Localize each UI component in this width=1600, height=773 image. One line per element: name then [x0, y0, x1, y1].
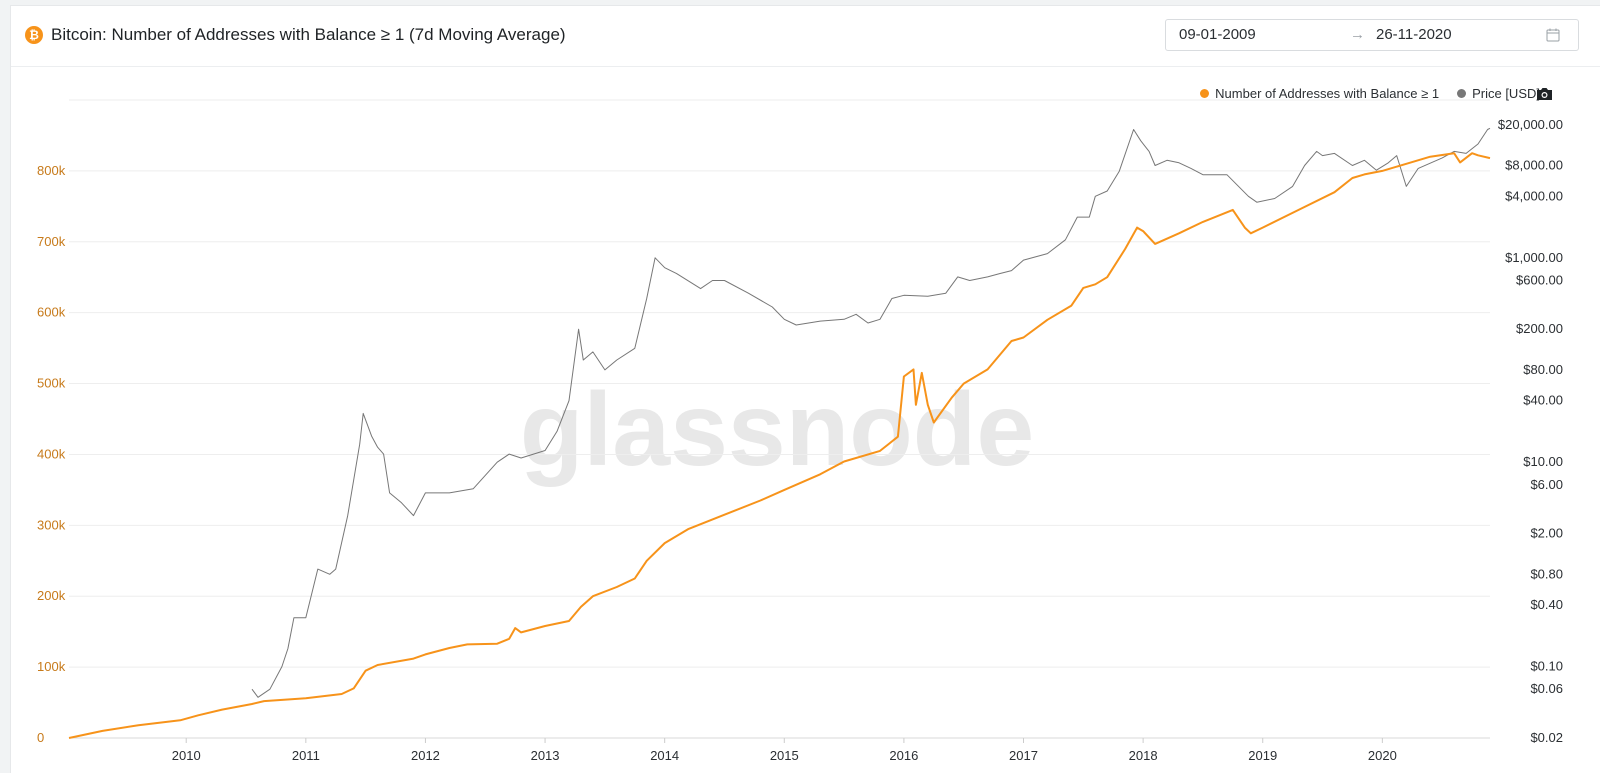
x-tick-label: 2014 [650, 748, 679, 763]
y-left-tick-label: 100k [37, 659, 66, 674]
x-tick-label: 2017 [1009, 748, 1038, 763]
y-axis-right: $0.02 $0.06 $0.10 $0.40 $0.80 $2.00 $6.00 $10.0… [1498, 117, 1563, 745]
x-tick-label: 2018 [1129, 748, 1158, 763]
x-tick-label: 2015 [770, 748, 799, 763]
legend-label-price: Price [USD] [1472, 86, 1540, 101]
x-tick-label: 2020 [1368, 748, 1397, 763]
camera-icon[interactable] [1536, 87, 1553, 101]
chart-title: Bitcoin: Number of Addresses with Balanc… [51, 25, 566, 44]
y-right-tick-label: $40.00 [1523, 393, 1563, 408]
y-right-tick-label: $0.10 [1530, 659, 1563, 674]
y-right-tick-label: $600.00 [1516, 272, 1563, 287]
bitcoin-icon: ₿ [25, 26, 43, 44]
legend-dot-price [1457, 89, 1467, 98]
x-tick-label: 2012 [411, 748, 440, 763]
y-left-tick-label: 200k [37, 588, 66, 603]
calendar-icon[interactable] [1546, 28, 1560, 42]
y-left-tick-label: 800k [37, 163, 66, 178]
x-tick-label: 2010 [172, 748, 201, 763]
y-right-tick-label: $1,000.00 [1505, 250, 1563, 265]
y-right-tick-label: $2.00 [1530, 526, 1563, 541]
y-left-tick-label: 500k [37, 376, 66, 391]
y-right-tick-label: $80.00 [1523, 362, 1563, 377]
legend-item-addresses[interactable]: Number of Addresses with Balance ≥ 1 [1200, 86, 1439, 101]
y-axis-left: 0 100k 200k 300k 400k 500k 600k 700k 800k [37, 163, 66, 745]
date-range-picker[interactable]: 09-01-2009 → 26-11-2020 [1165, 19, 1579, 51]
series-layer [68, 127, 1491, 739]
series-price-line [251, 127, 1491, 698]
y-right-tick-label: $8,000.00 [1505, 158, 1563, 173]
y-right-tick-label: $20,000.00 [1498, 117, 1563, 132]
y-right-tick-label: $0.02 [1530, 730, 1563, 745]
legend-dot-addresses [1200, 89, 1210, 98]
y-right-tick-label: $6.00 [1530, 477, 1563, 492]
series-addresses-line [68, 152, 1491, 739]
legend-label-addresses: Number of Addresses with Balance ≥ 1 [1215, 86, 1440, 101]
y-right-tick-label: $0.80 [1530, 566, 1563, 581]
chart-header: ₿ Bitcoin: Number of Addresses with Bala… [11, 6, 1600, 67]
x-tick-label: 2011 [292, 748, 320, 763]
y-right-tick-label: $0.06 [1530, 681, 1563, 696]
chart-legend: Number of Addresses with Balance ≥ 1 Pri… [1200, 86, 1540, 101]
y-left-tick-label: 400k [37, 446, 66, 461]
y-right-tick-label: $0.40 [1530, 597, 1563, 612]
y-left-tick-label: 700k [37, 234, 66, 249]
x-tick-label: 2016 [889, 748, 918, 763]
y-right-tick-label: $4,000.00 [1505, 188, 1563, 203]
watermark: glassnode [520, 372, 1034, 488]
y-left-tick-label: 600k [37, 305, 66, 320]
legend-item-price[interactable]: Price [USD] [1457, 86, 1540, 101]
date-end-input[interactable]: 26-11-2020 [1376, 26, 1452, 43]
y-left-tick-label: 0 [37, 730, 44, 745]
date-start-input[interactable]: 09-01-2009 [1179, 26, 1256, 43]
x-tick-label: 2013 [531, 748, 560, 763]
x-tick-label: 2019 [1248, 748, 1277, 763]
y-left-tick-label: 300k [37, 517, 66, 532]
chart-card: ₿ Bitcoin: Number of Addresses with Bala… [10, 5, 1600, 773]
x-axis: 2010 2011 2012 2013 2014 2015 2016 2017 2018 2019… [69, 737, 1490, 763]
arrow-right-icon: → [1350, 26, 1365, 43]
y-right-tick-label: $200.00 [1516, 321, 1563, 336]
y-right-tick-label: $10.00 [1523, 454, 1563, 469]
